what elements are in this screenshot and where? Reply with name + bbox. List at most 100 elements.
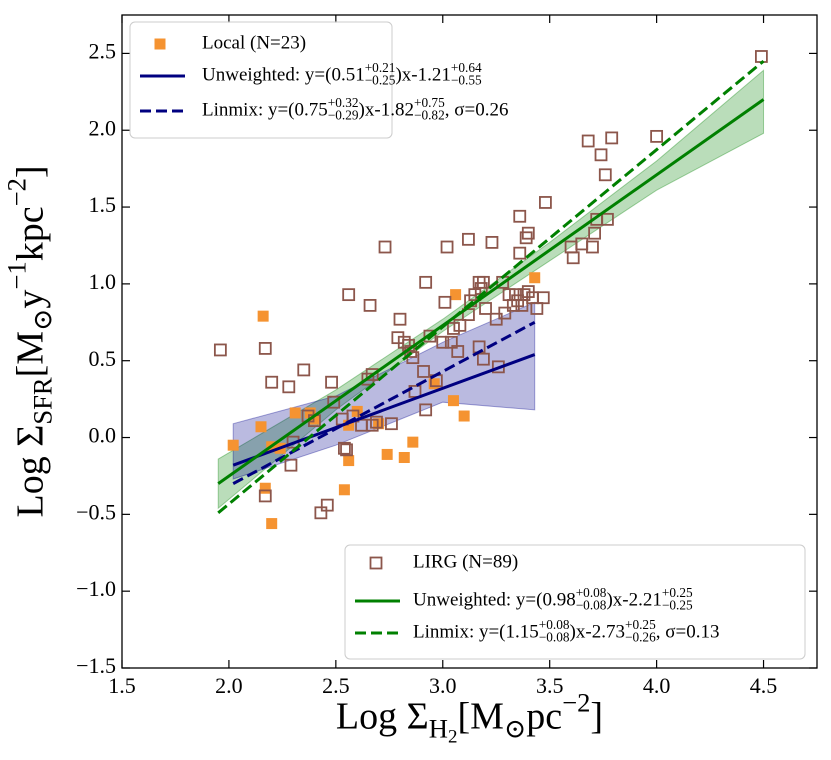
fit-line [232, 353, 536, 467]
legend-label-part: Unweighted: y=(0.98 [413, 589, 576, 610]
lirg-point [365, 368, 379, 381]
local-point [308, 413, 320, 425]
y-tick-label: 2.5 [89, 38, 117, 63]
legend-label: LIRG (N=89) [413, 551, 518, 572]
x-tick-label: 3.5 [536, 673, 564, 698]
y-tick-label: −0.5 [76, 499, 116, 524]
legend-label-part: +0.08 [576, 585, 607, 600]
lirg-point [498, 306, 512, 320]
lirg-point [502, 288, 516, 302]
lirg-point [365, 418, 379, 432]
lirg-point [369, 556, 383, 570]
lirg-point [601, 212, 614, 226]
x-axis-label-part: 2 [448, 727, 458, 748]
confidence-band [217, 69, 765, 510]
legend-label-part: , σ=0.26 [445, 99, 509, 120]
lirg-point [479, 302, 492, 315]
local-point [458, 410, 470, 422]
x-tick-label: 2.0 [215, 673, 243, 698]
local-point [304, 407, 316, 419]
lirg-point [417, 365, 430, 378]
lirg-point [588, 226, 601, 240]
lirg-point [485, 235, 499, 249]
lirg-point [586, 240, 599, 254]
lirg-point [476, 275, 490, 289]
x-axis-label-part: Log Σ [336, 696, 429, 738]
x-tick-label: 4.0 [643, 673, 671, 698]
lirg-point [536, 291, 550, 305]
x-axis-label-part: ] [590, 696, 603, 738]
legend-label-part: −0.25 [365, 73, 396, 88]
legend-label-part: +0.75 [414, 95, 445, 110]
local-point [407, 436, 419, 448]
y-axis-label-part: ⊙ [28, 309, 58, 331]
lirg-point [327, 395, 341, 409]
lirg-point [213, 343, 227, 357]
lirg-point [440, 240, 454, 254]
lirg-point [462, 232, 475, 246]
y-axis-label-part: −1 [2, 261, 32, 289]
x-axis-label-part: pc [526, 696, 562, 738]
local-point [381, 448, 393, 460]
local-point [529, 272, 541, 284]
fit-line [217, 59, 765, 514]
lirg-point [340, 443, 353, 457]
y-axis-label-part: Log Σ [10, 425, 52, 518]
lirg-point [521, 226, 535, 240]
y-axis-label-part: −2 [2, 178, 32, 206]
lirg-point [363, 298, 377, 312]
y-axis-label-part: SFR [28, 377, 58, 425]
x-axis-label-part: [M [457, 696, 503, 738]
lirg-point [320, 498, 334, 512]
lirg-point [337, 441, 351, 455]
legend-label-part: )x-2.73 [570, 621, 625, 642]
lirg-point [530, 302, 544, 315]
legend-label-part: +0.32 [328, 95, 359, 110]
x-tick-label: 4.5 [750, 673, 778, 698]
lirg-point [476, 352, 490, 366]
legend-box [129, 21, 393, 139]
lirg-point [451, 345, 465, 358]
local-point [343, 455, 355, 467]
lirg-point [258, 489, 272, 503]
legend: Local (N=23) Unweighted: y=(0.51 +0.21−0.2… [129, 21, 509, 139]
lirg-point [282, 380, 296, 394]
y-tick-label: 1.5 [89, 192, 117, 217]
fit-line [217, 98, 765, 485]
legend-label-part: −0.55 [451, 73, 482, 88]
legend-box [344, 544, 806, 660]
legend-label-part: −0.08 [539, 630, 570, 645]
local-point [154, 38, 166, 50]
legend-label-part: −0.25 [662, 598, 693, 613]
lirg-point [342, 288, 356, 302]
lirg-point [370, 415, 383, 429]
y-tick-label: 0.5 [89, 346, 117, 371]
lirg-point [314, 506, 328, 520]
legend-label-part: )x-1.21 [395, 64, 450, 85]
legend-label-part: +0.25 [625, 617, 656, 632]
lirg-point [284, 458, 298, 472]
y-tick-label: 0.0 [89, 423, 117, 448]
legend-label-part: )x-1.82 [359, 99, 414, 120]
legend-label-part: Unweighted: y=(0.51 [202, 64, 365, 85]
legend-label-part: +0.21 [365, 60, 396, 75]
y-tick-label: 1.0 [89, 269, 117, 294]
lirg-point [444, 335, 458, 349]
lirg-point [397, 335, 411, 349]
x-axis-label-part: −2 [562, 688, 590, 718]
legend-label-part: −0.82 [414, 108, 445, 123]
lirg-point [325, 375, 338, 389]
legend-label: Local (N=23) [202, 32, 306, 53]
y-tick-label: −1.0 [76, 576, 116, 601]
x-axis-label-part: ⊙ [504, 714, 526, 744]
y-axis-label-part: ] [10, 165, 52, 178]
lirg-point [594, 148, 608, 162]
y-tick-label: 2.0 [89, 115, 117, 140]
lirg-point [438, 295, 452, 309]
x-tick-label: 1.5 [108, 673, 136, 698]
y-axis-label-part: kpc [10, 206, 52, 261]
legend-label-part: Linmix: y=(1.15 [413, 621, 539, 642]
local-point [428, 378, 440, 390]
